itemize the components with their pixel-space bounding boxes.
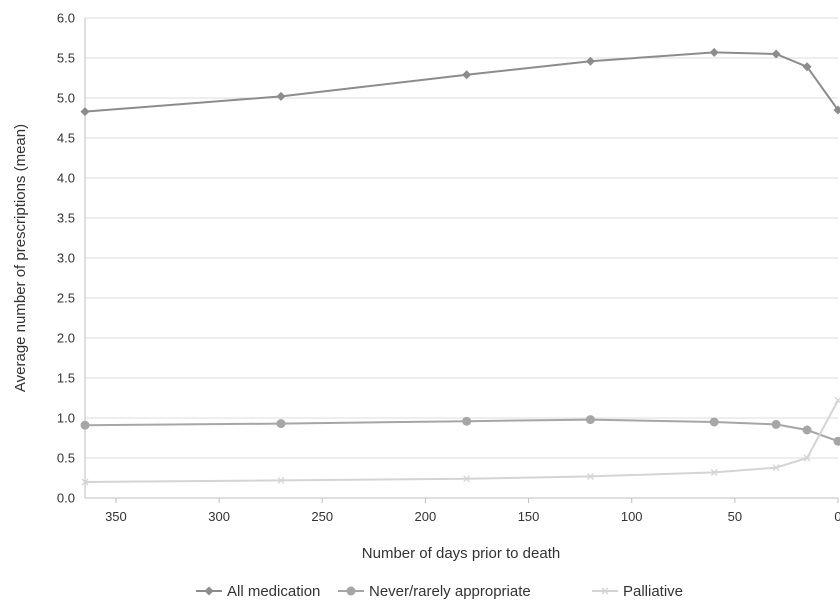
data-point <box>585 415 595 425</box>
y-tick-label: 2.0 <box>57 331 75 346</box>
data-point <box>834 396 840 404</box>
legend: All medication Never/rarely appropriate Pa… <box>196 583 683 600</box>
data-point <box>771 49 781 59</box>
legend-marker <box>204 586 214 596</box>
data-point <box>803 454 811 462</box>
y-tick-label: 5.5 <box>57 51 75 66</box>
axes <box>84 18 838 499</box>
x-tick-label: 300 <box>208 509 230 524</box>
data-point <box>462 70 472 80</box>
legend-label: Never/rarely appropriate <box>369 583 531 600</box>
data-point <box>710 468 718 476</box>
legend-label: Palliative <box>623 583 683 600</box>
series-1 <box>80 415 840 446</box>
legend-item: Palliative <box>592 583 683 600</box>
data-point <box>80 420 90 430</box>
y-tick-label: 3.0 <box>57 251 75 266</box>
legend-item: Never/rarely appropriate <box>338 583 531 600</box>
data-point <box>772 464 780 472</box>
series-line <box>84 418 839 443</box>
y-tick-label: 2.5 <box>57 291 75 306</box>
x-tick-label: 150 <box>518 509 540 524</box>
data-point <box>833 105 840 115</box>
y-tick-label: 6.0 <box>57 11 75 26</box>
data-point <box>585 56 595 66</box>
data-point <box>586 472 594 480</box>
x-tick-label: 100 <box>621 509 643 524</box>
y-tick-label: 4.5 <box>57 131 75 146</box>
series-2 <box>81 396 840 486</box>
x-tick-label: 350 <box>105 509 127 524</box>
data-point <box>463 475 471 483</box>
data-point <box>81 478 89 486</box>
data-point <box>462 416 472 426</box>
y-tick-label: 3.5 <box>57 211 75 226</box>
x-tick-label: 250 <box>311 509 333 524</box>
y-tick-label: 4.0 <box>57 171 75 186</box>
legend-label: All medication <box>227 583 320 600</box>
data-point <box>277 476 285 484</box>
y-axis-ticks: 0.0 0.5 1.0 1.5 2.0 2.5 3.0 3.5 4.0 4.5 5.0 5.5 6.0 <box>57 11 75 506</box>
series-0 <box>80 47 840 117</box>
x-tick-label: 0 <box>834 509 840 524</box>
x-tick-label: 200 <box>415 509 437 524</box>
x-axis-ticks: 350 300 250 200 150 100 50 0 <box>105 498 840 524</box>
data-point <box>80 107 90 117</box>
legend-item: All medication <box>196 583 320 600</box>
x-tick-label: 50 <box>728 509 742 524</box>
series-lines <box>80 47 840 486</box>
data-point <box>802 425 812 435</box>
data-point <box>709 47 719 57</box>
series-line <box>84 51 839 113</box>
data-point <box>771 419 781 429</box>
y-tick-label: 0.5 <box>57 451 75 466</box>
data-point <box>276 91 286 101</box>
gridlines <box>85 17 838 459</box>
legend-marker <box>601 587 609 595</box>
x-axis-label: Number of days prior to death <box>362 545 560 562</box>
y-tick-label: 5.0 <box>57 91 75 106</box>
y-axis-label: Average number of prescriptions (mean) <box>12 124 29 392</box>
data-point <box>833 436 840 446</box>
series-line <box>84 399 839 483</box>
y-tick-label: 1.0 <box>57 411 75 426</box>
data-point <box>709 417 719 427</box>
y-tick-label: 1.5 <box>57 371 75 386</box>
data-point <box>802 62 812 72</box>
legend-marker <box>346 586 356 596</box>
y-tick-label: 0.0 <box>57 491 75 506</box>
data-point <box>276 419 286 429</box>
